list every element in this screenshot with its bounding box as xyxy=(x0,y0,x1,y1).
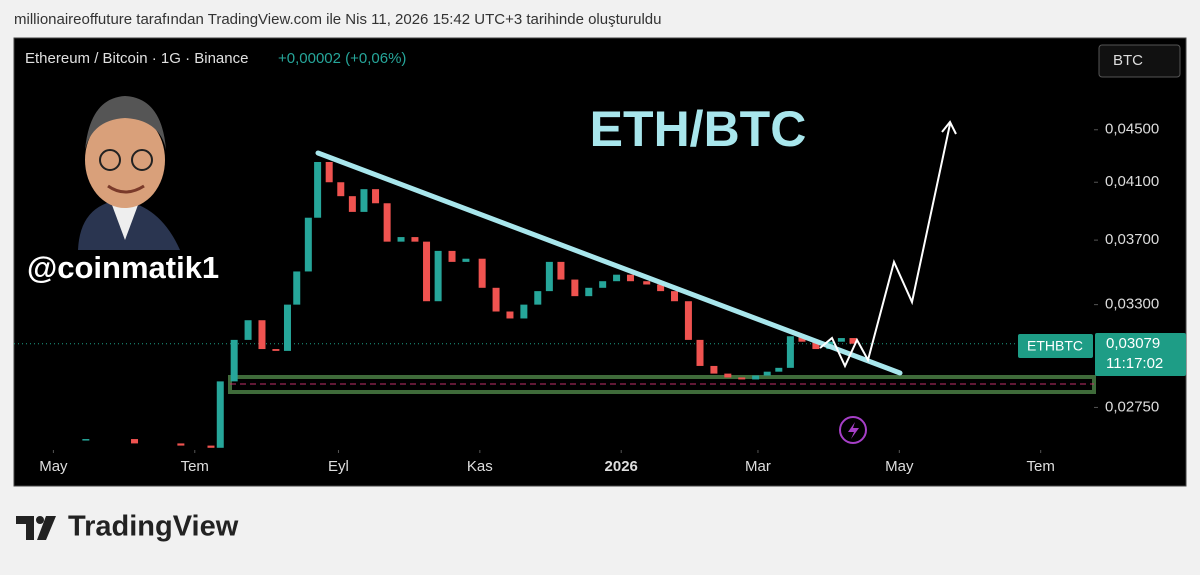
brand: TradingView xyxy=(68,511,239,543)
chart-title: ETH/BTC xyxy=(590,101,807,157)
candle xyxy=(837,338,845,342)
last-price-label: 0,03079 xyxy=(1106,335,1160,352)
event-icon-bolt xyxy=(848,422,859,439)
candle xyxy=(724,373,732,378)
candle xyxy=(710,365,718,374)
event-icon[interactable] xyxy=(839,416,867,444)
candle xyxy=(462,258,470,262)
candle xyxy=(557,261,565,280)
candle xyxy=(571,279,579,297)
y-tick-label: 0,02750 xyxy=(1105,398,1159,415)
candle xyxy=(545,261,553,292)
projection-path xyxy=(819,123,951,369)
candle xyxy=(314,161,322,218)
x-tick-label: Mar xyxy=(745,458,771,475)
currency-label[interactable]: BTC xyxy=(1113,52,1143,69)
candle xyxy=(293,271,301,305)
candle xyxy=(643,281,651,285)
trend-line xyxy=(315,150,903,376)
y-tick-label: 0,03300 xyxy=(1105,296,1159,313)
candle xyxy=(520,304,528,319)
candle xyxy=(337,182,345,197)
candle xyxy=(258,320,266,350)
currency-button[interactable] xyxy=(1098,44,1181,78)
candle xyxy=(671,291,679,302)
annotation: @coinmatik1 xyxy=(27,250,219,285)
candle xyxy=(492,287,500,312)
candle xyxy=(411,237,419,242)
y-tick-label: 0,04100 xyxy=(1105,173,1159,190)
x-tick-label: Eyl xyxy=(328,458,349,475)
logo xyxy=(16,516,56,540)
candle xyxy=(423,241,431,302)
x-tick-label: Tem xyxy=(181,458,209,475)
projection-arrow xyxy=(941,120,957,135)
candle xyxy=(325,161,333,183)
x-tick-label: 2026 xyxy=(605,458,638,475)
attribution: millionaireoffuture tarafından TradingVi… xyxy=(14,11,661,28)
candle xyxy=(230,339,238,382)
candle xyxy=(696,339,704,366)
candle xyxy=(752,375,760,380)
x-tick-label: Kas xyxy=(467,458,493,475)
candle xyxy=(244,320,252,340)
candle xyxy=(272,349,280,351)
candle xyxy=(372,189,380,204)
last-price-tag xyxy=(1095,333,1186,376)
candle xyxy=(775,367,783,372)
candle xyxy=(534,291,542,305)
candle xyxy=(434,250,442,302)
candle xyxy=(360,189,368,212)
candle xyxy=(812,341,820,350)
candle xyxy=(738,377,746,380)
candle xyxy=(798,336,806,342)
candle xyxy=(283,304,291,351)
candle xyxy=(448,250,456,262)
x-tick-label: May xyxy=(39,458,68,475)
x-tick-label: May xyxy=(885,458,914,475)
candle xyxy=(763,371,771,376)
candle xyxy=(383,203,391,242)
candle xyxy=(849,338,857,344)
candle xyxy=(177,443,185,446)
y-tick-label: 0,04500 xyxy=(1105,121,1159,138)
candle xyxy=(684,301,692,340)
symbol: Ethereum / Bitcoin · 1G · Binance xyxy=(25,50,248,67)
x-tick-label: Tem xyxy=(1027,458,1055,475)
candle xyxy=(626,274,634,282)
candle xyxy=(207,445,215,448)
candle xyxy=(506,311,514,319)
symbol-tag xyxy=(1018,334,1093,358)
candle xyxy=(613,274,621,282)
candle xyxy=(216,381,224,448)
candle xyxy=(786,336,794,368)
countdown: 11:17:02 xyxy=(1106,355,1163,372)
candle xyxy=(131,439,139,444)
y-tick-label: 0,03700 xyxy=(1105,231,1159,248)
candle xyxy=(304,217,312,272)
candle xyxy=(397,237,405,242)
candle xyxy=(82,439,90,441)
symbol-tag-label: ETHBTC xyxy=(1027,338,1083,354)
candle xyxy=(599,281,607,288)
change: +0,00002 (+0,06%) xyxy=(278,50,406,67)
candle xyxy=(348,196,356,212)
candle xyxy=(478,258,486,288)
candle xyxy=(585,287,593,297)
avatar xyxy=(78,96,180,250)
candle xyxy=(657,284,665,292)
